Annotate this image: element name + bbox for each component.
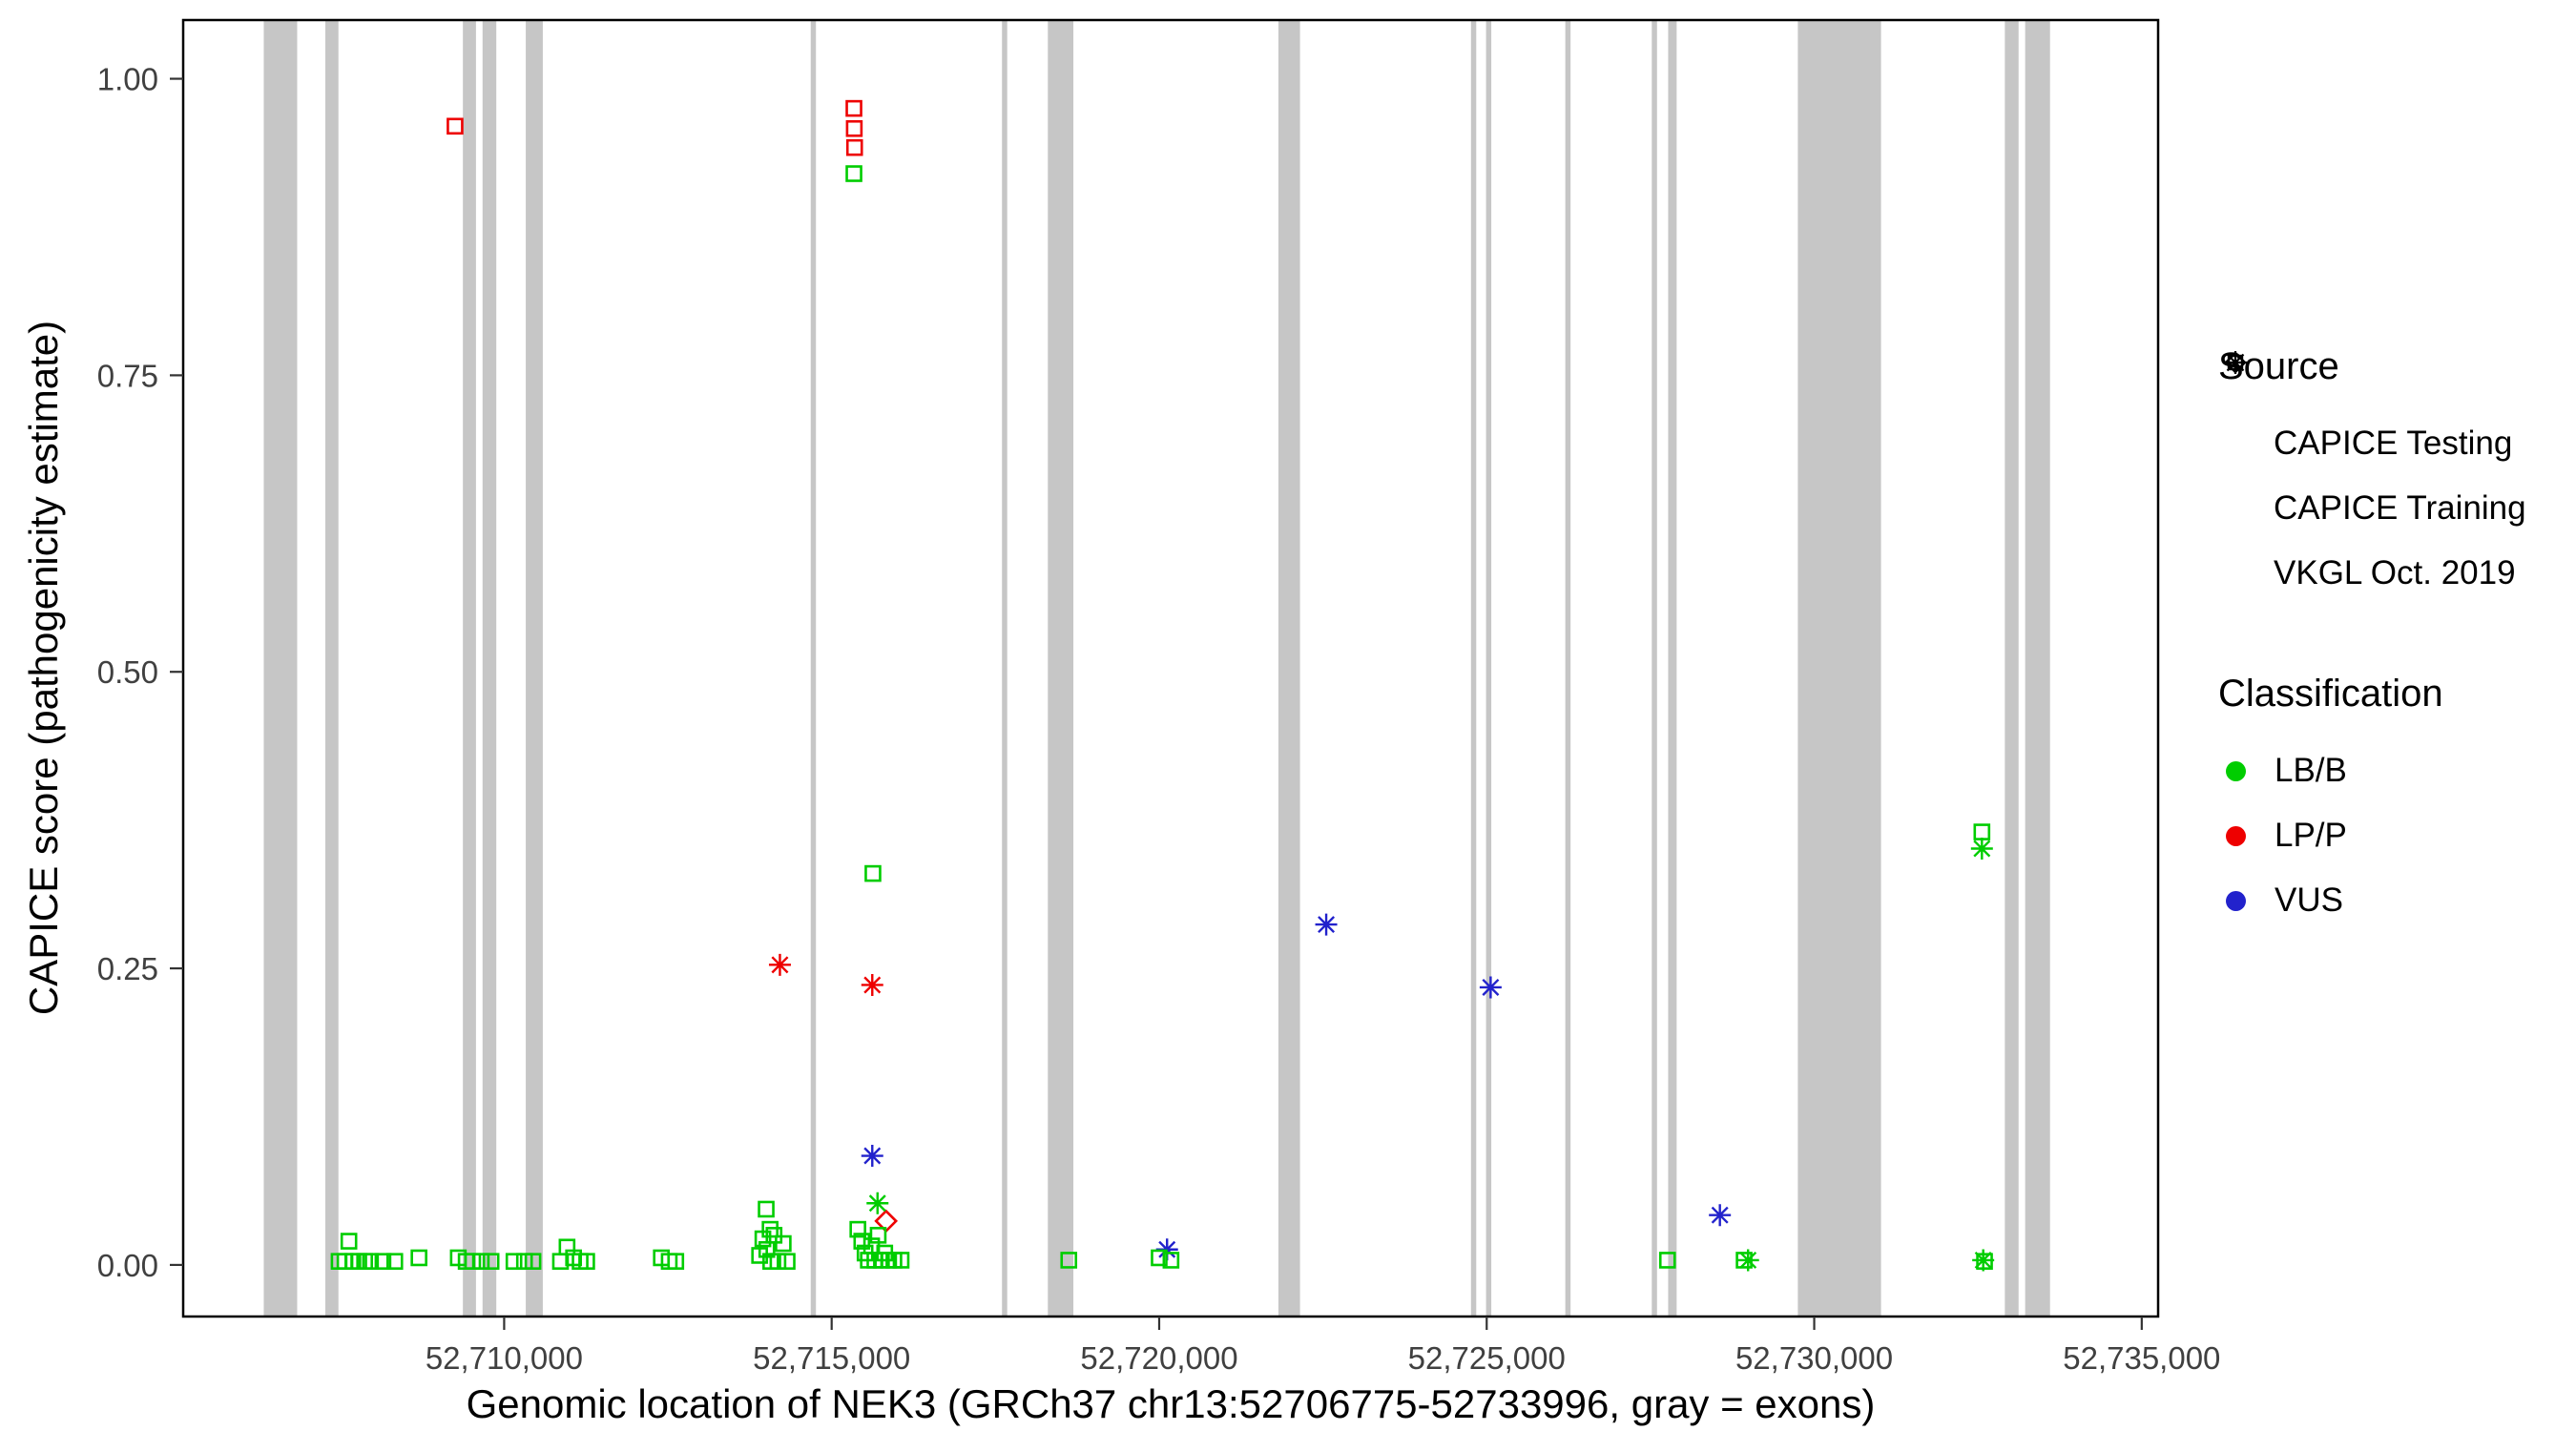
data-point-asterisk (1709, 1204, 1732, 1227)
data-point-square (410, 1249, 427, 1267)
exon-band (1652, 20, 1657, 1317)
legend-source-title: Source (2218, 345, 2339, 387)
data-point-square (845, 165, 862, 182)
lbb-dot-icon (2226, 760, 2246, 781)
data-point-asterisk (1315, 913, 1338, 936)
data-point-square (362, 1253, 380, 1270)
data-point-asterisk (1970, 837, 1993, 860)
exon-band (1002, 20, 1008, 1317)
legend-item-capice-testing: CAPICE Testing (2218, 351, 2526, 476)
x-tick-label: 52,710,000 (426, 1340, 583, 1376)
data-point-square (849, 1220, 866, 1238)
x-tick-label: 52,735,000 (2063, 1340, 2220, 1376)
data-point-square (769, 1253, 787, 1270)
data-point-square (482, 1253, 500, 1270)
exon-band (263, 20, 298, 1317)
vus-dot-icon (2226, 890, 2246, 911)
square-icon (2218, 354, 2253, 526)
y-tick-label: 0.50 (97, 654, 158, 690)
y-tick-label: 1.00 (97, 62, 158, 97)
x-tick-label: 52,720,000 (1080, 1340, 1237, 1376)
data-point-square (864, 864, 882, 882)
exon-band (324, 20, 339, 1317)
legend-classification-title: Classification (2218, 673, 2443, 715)
data-point-square (892, 1252, 910, 1269)
exon-band (1470, 20, 1477, 1317)
data-point-square (464, 1253, 482, 1270)
data-point-square (1151, 1249, 1168, 1267)
data-point-asterisk (1972, 1249, 1995, 1272)
y-axis-title: CAPICE score (pathogenicity estimate) (21, 320, 66, 1016)
data-point-square (374, 1253, 392, 1270)
data-point-square (845, 99, 862, 117)
asterisk-icon (2218, 351, 2253, 591)
data-point-square (853, 1233, 871, 1250)
data-point-asterisk (768, 953, 791, 976)
data-point-square (505, 1253, 523, 1270)
data-point-square (845, 138, 863, 156)
legend-group-source: Source CAPICE Testing CAPICE Training VK… (2218, 345, 2526, 606)
data-point-square (758, 1200, 775, 1218)
legend-item-vkgl: VKGL Oct. 2019 (2218, 351, 2526, 606)
legend-item-label: CAPICE Training (2274, 489, 2526, 527)
data-point-asterisk (861, 1145, 883, 1168)
data-point-square (1162, 1252, 1180, 1269)
exon-band (1797, 20, 1881, 1317)
legend-item-label: LB/B (2275, 752, 2347, 789)
data-point-square (775, 1234, 792, 1253)
legend-item-label: VKGL Oct. 2019 (2274, 554, 2516, 591)
data-point-square (845, 119, 863, 137)
data-point-square (578, 1253, 595, 1270)
data-point-asterisk (866, 1192, 889, 1214)
panel-border (181, 18, 2160, 1318)
x-tick-label: 52,715,000 (753, 1340, 910, 1376)
data-point-asterisk (861, 973, 883, 996)
x-tick-label: 52,730,000 (1735, 1340, 1893, 1376)
data-point-square (340, 1233, 358, 1250)
legend-item-label: VUS (2275, 881, 2343, 919)
legend-item-capice-training: CAPICE Training (2218, 354, 2526, 541)
data-point-asterisk (1479, 976, 1502, 999)
exon-band (2005, 20, 2019, 1317)
legend-item-label: LP/P (2275, 817, 2347, 854)
data-point-square (1658, 1252, 1676, 1269)
y-tick-label: 0.75 (97, 358, 158, 393)
x-axis-title: Genomic location of NEK3 (GRCh37 chr13:5… (466, 1381, 1876, 1426)
data-point-square (667, 1253, 685, 1270)
exon-band (482, 20, 497, 1317)
legend-item-vus: VUS (2218, 868, 2526, 933)
exon-band (1048, 20, 1074, 1317)
data-point-asterisk (1736, 1249, 1759, 1272)
data-point-square (1976, 1253, 1993, 1270)
legend-item-lpp: LP/P (2218, 803, 2526, 868)
data-point-square (515, 1253, 533, 1270)
x-tick-label: 52,725,000 (1408, 1340, 1566, 1376)
exon-band (810, 20, 817, 1317)
legend: Source CAPICE Testing CAPICE Training VK… (2218, 345, 2526, 933)
y-tick-label: 0.25 (97, 951, 158, 986)
data-point-square (869, 1227, 887, 1244)
data-point-square (1973, 823, 1991, 840)
exon-band (526, 20, 543, 1317)
exon-band (2025, 20, 2050, 1317)
data-point-square (447, 117, 464, 135)
legend-item-lbb: LB/B (2218, 738, 2526, 803)
data-point-square (779, 1253, 796, 1270)
diamond-icon (2218, 351, 2253, 461)
y-tick-label: 0.00 (97, 1248, 158, 1283)
exon-band (1278, 20, 1300, 1317)
data-point-square (472, 1253, 490, 1270)
exon-band (1565, 20, 1571, 1317)
data-point-square (385, 1253, 404, 1270)
legend-group-classification: Classification LB/B LP/P VUS (2218, 673, 2526, 933)
data-point-square (1060, 1252, 1078, 1269)
exon-band (1668, 20, 1677, 1317)
data-point-square (524, 1253, 542, 1270)
exon-band (463, 20, 476, 1317)
lpp-dot-icon (2226, 825, 2246, 846)
exon-band (1485, 20, 1492, 1317)
legend-item-label: CAPICE Testing (2274, 425, 2513, 462)
